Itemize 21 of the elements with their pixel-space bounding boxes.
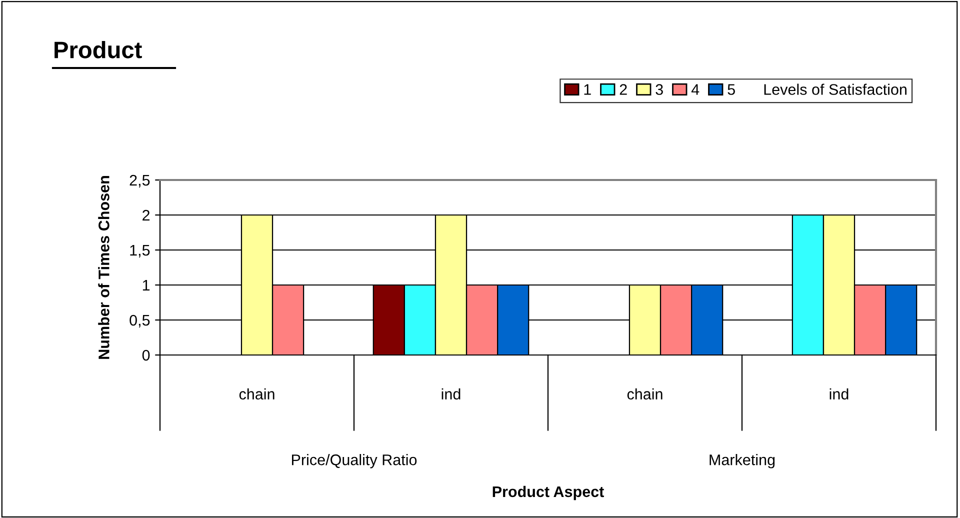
text: Marketing (710, 454, 775, 468)
legend-label: 1 (584, 84, 591, 95)
chart-title: Product (54, 40, 142, 58)
legend-label: 5 (728, 84, 735, 95)
x-tick-label: chain (239, 388, 274, 400)
y-tick-label: 2 (142, 210, 150, 221)
y-tick-label: 1,5 (130, 245, 150, 258)
y-axis-title: Number of Times Chosen (98, 176, 110, 359)
y-tick-label: 1 (142, 280, 150, 291)
x-tick-label: ind (830, 388, 848, 400)
legend-title: Levels of Satisfaction (764, 84, 906, 95)
legend-label: 3 (656, 84, 663, 95)
x-tick-label: ind (442, 388, 460, 400)
text: Product Aspect (492, 486, 604, 500)
x-tick-label: chain (627, 388, 662, 400)
text: Price/Quality Ratio (292, 454, 417, 468)
y-tick-label: 0 (142, 350, 150, 361)
y-tick-label: 2,5 (130, 174, 150, 188)
legend-label: 2 (620, 84, 627, 95)
legend-label: 4 (691, 84, 700, 95)
y-tick-label: 0,5 (130, 314, 150, 328)
